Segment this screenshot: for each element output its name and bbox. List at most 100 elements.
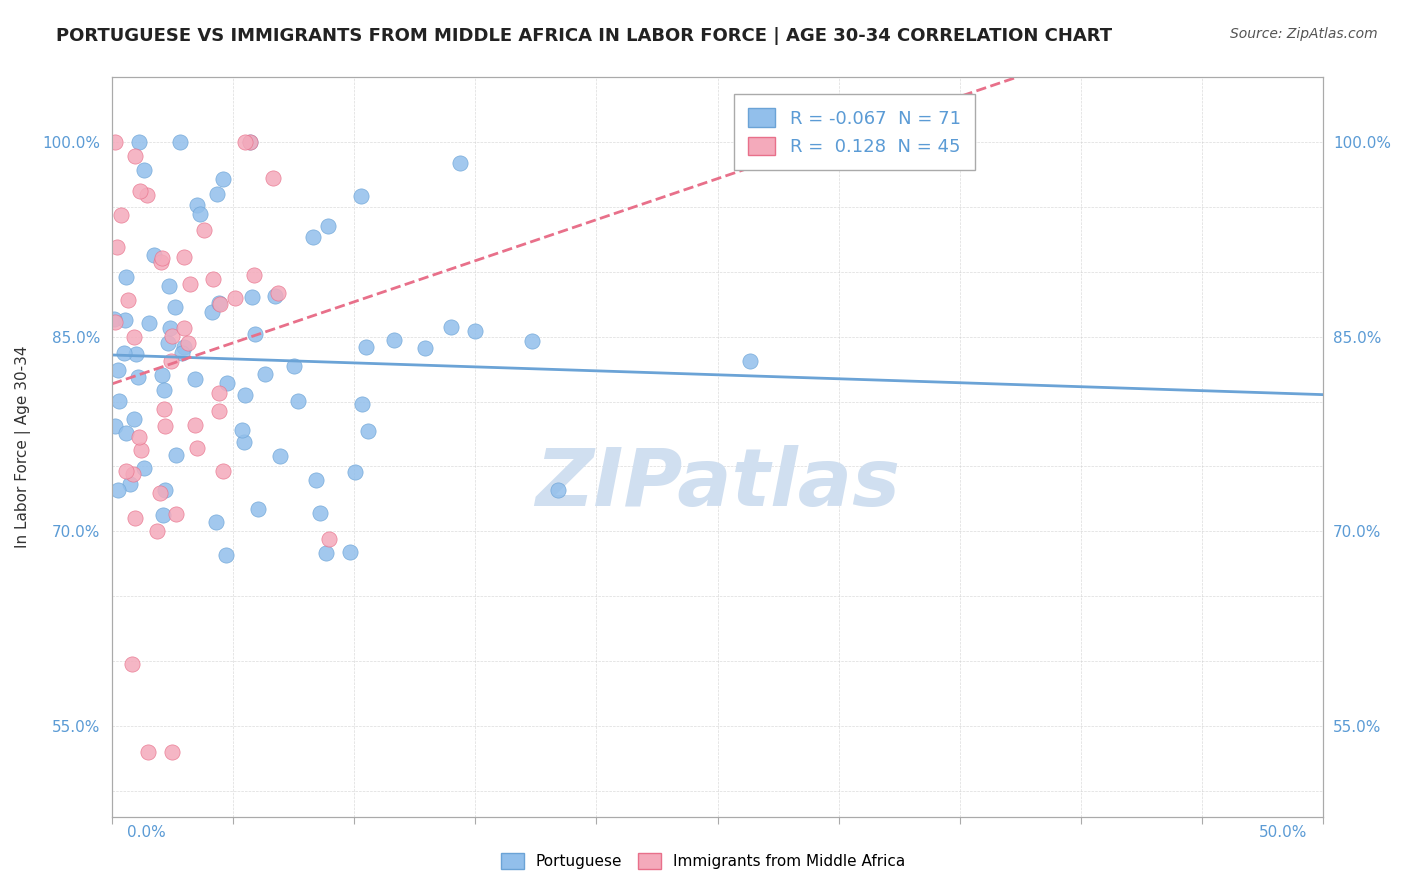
Point xyxy=(301,230,323,244)
Point xyxy=(122,329,145,343)
Point xyxy=(413,342,436,356)
Point xyxy=(108,393,131,408)
Point xyxy=(135,187,157,202)
Point xyxy=(449,155,471,169)
Point xyxy=(179,277,201,291)
Point xyxy=(165,449,187,463)
Point xyxy=(128,135,150,149)
Y-axis label: In Labor Force | Age 30-34: In Labor Force | Age 30-34 xyxy=(15,346,31,549)
Point xyxy=(169,135,191,149)
Point xyxy=(231,423,253,437)
Point xyxy=(157,279,180,293)
Point xyxy=(305,473,328,487)
Point xyxy=(354,340,377,354)
Point xyxy=(287,393,309,408)
Point xyxy=(186,441,208,455)
Point xyxy=(162,745,184,759)
Point xyxy=(316,219,339,233)
Point xyxy=(104,419,127,434)
Point xyxy=(352,397,374,411)
Point xyxy=(208,404,231,418)
Point xyxy=(117,293,139,307)
Point xyxy=(264,288,287,302)
Point xyxy=(224,291,246,305)
Point xyxy=(740,353,762,368)
Point xyxy=(136,745,159,759)
Legend: R = -0.067  N = 71, R =  0.128  N = 45: R = -0.067 N = 71, R = 0.128 N = 45 xyxy=(734,94,976,170)
Point xyxy=(149,485,172,500)
Point xyxy=(318,533,340,547)
Point xyxy=(138,316,160,330)
Point xyxy=(125,347,148,361)
Point xyxy=(266,285,288,300)
Point xyxy=(262,171,284,186)
Point xyxy=(186,198,208,212)
Point xyxy=(153,383,176,397)
Point xyxy=(103,312,125,326)
Text: Source: ZipAtlas.com: Source: ZipAtlas.com xyxy=(1230,27,1378,41)
Point xyxy=(464,324,486,338)
Point xyxy=(233,435,256,450)
Point xyxy=(440,319,463,334)
Point xyxy=(159,320,181,334)
Point xyxy=(127,369,149,384)
Point xyxy=(150,251,173,265)
Point xyxy=(150,368,173,382)
Point xyxy=(239,135,262,149)
Point xyxy=(315,546,337,560)
Point xyxy=(146,524,169,538)
Point xyxy=(246,502,269,516)
Point xyxy=(134,461,156,475)
Point xyxy=(153,418,176,433)
Point xyxy=(349,189,371,203)
Text: 50.0%: 50.0% xyxy=(1260,825,1308,840)
Point xyxy=(172,346,194,360)
Point xyxy=(193,223,215,237)
Point xyxy=(190,207,212,221)
Point xyxy=(122,467,145,482)
Point xyxy=(128,184,150,198)
Point xyxy=(217,376,239,390)
Point xyxy=(173,321,195,335)
Point xyxy=(129,442,152,457)
Text: 0.0%: 0.0% xyxy=(127,825,166,840)
Point xyxy=(235,388,257,402)
Point xyxy=(173,250,195,264)
Point xyxy=(212,171,235,186)
Point xyxy=(384,333,406,347)
Point xyxy=(107,483,129,498)
Point xyxy=(153,483,176,497)
Point xyxy=(104,135,127,149)
Point xyxy=(202,271,225,285)
Point xyxy=(124,149,146,163)
Point xyxy=(201,305,224,319)
Point xyxy=(105,240,128,254)
Point xyxy=(173,340,195,354)
Text: PORTUGUESE VS IMMIGRANTS FROM MIDDLE AFRICA IN LABOR FORCE | AGE 30-34 CORRELATI: PORTUGUESE VS IMMIGRANTS FROM MIDDLE AFR… xyxy=(56,27,1112,45)
Point xyxy=(283,359,305,373)
Text: ZIPatlas: ZIPatlas xyxy=(536,445,900,523)
Point xyxy=(243,326,266,341)
Point xyxy=(233,135,256,149)
Point xyxy=(239,135,262,149)
Point xyxy=(177,336,200,351)
Point xyxy=(339,545,361,559)
Point xyxy=(160,329,183,343)
Point xyxy=(344,465,367,479)
Point xyxy=(163,300,186,314)
Point xyxy=(242,268,264,282)
Point xyxy=(114,313,136,327)
Point xyxy=(103,315,125,329)
Point xyxy=(269,450,291,464)
Point xyxy=(205,516,228,530)
Point xyxy=(212,463,235,477)
Point xyxy=(308,506,330,520)
Point xyxy=(547,483,569,497)
Point xyxy=(115,269,138,284)
Point xyxy=(153,401,176,416)
Point xyxy=(124,510,146,524)
Point xyxy=(112,346,135,360)
Point xyxy=(114,426,136,441)
Point xyxy=(115,464,138,478)
Point xyxy=(156,336,179,351)
